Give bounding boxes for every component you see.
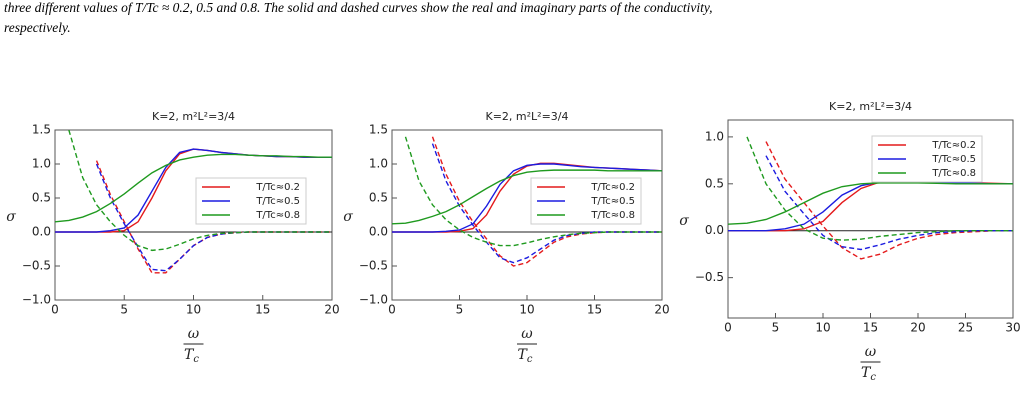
real-curve xyxy=(392,169,662,225)
y-tick-label: −1.0 xyxy=(22,293,51,307)
legend-label: T/Tc≈0.5 xyxy=(931,154,976,165)
x-label-subscript: c xyxy=(870,372,876,383)
x-tick-label: 10 xyxy=(815,321,830,335)
y-tick-label: 1.0 xyxy=(705,129,724,143)
x-axis-label: Tc xyxy=(184,347,199,365)
x-tick-label: 0 xyxy=(724,321,732,335)
x-label-subscript: c xyxy=(527,354,533,365)
x-axis-label: ω xyxy=(521,326,533,342)
x-tick-label: 25 xyxy=(958,321,973,335)
legend-label: T/Tc≈0.8 xyxy=(590,210,635,221)
chart-title: K=2, m²L²=3/4 xyxy=(152,110,235,123)
legend-label: T/Tc≈0.8 xyxy=(931,168,976,179)
real-curve xyxy=(392,163,662,233)
legend: T/Tc≈0.2 T/Tc≈0.5 T/Tc≈0.8 xyxy=(530,177,642,225)
legend-label: T/Tc≈0.2 xyxy=(255,182,300,193)
y-axis-label: σ xyxy=(343,209,353,225)
chart-title: K=2, m²L²=3/4 xyxy=(829,100,912,113)
imag-curve xyxy=(404,136,662,247)
legend: T/Tc≈0.2 T/Tc≈0.5 T/Tc≈0.8 xyxy=(195,177,307,225)
x-label-denominator: T xyxy=(861,365,872,381)
chart: K=2, m²L²=3/4 −1.0 −0.5 0.0 0.5 1.0 1.5 0 5 10 15 2… xyxy=(343,110,669,365)
x-tick-label: 30 xyxy=(1005,321,1020,335)
y-tick-label: −0.5 xyxy=(695,270,724,284)
y-tick-label: −0.5 xyxy=(22,259,51,273)
x-tick-label: 20 xyxy=(910,321,925,335)
legend-label: T/Tc≈0.2 xyxy=(931,140,976,151)
x-label-denominator: T xyxy=(518,347,529,363)
legend-label: T/Tc≈0.8 xyxy=(255,210,300,221)
y-tick-label: 0.0 xyxy=(705,223,724,237)
x-axis-label: Tc xyxy=(861,365,876,383)
y-tick-label: 1.5 xyxy=(369,123,388,137)
caption-line: three different values of T/Tc ≈ 0.2, 0.… xyxy=(4,0,712,15)
x-tick-label: 20 xyxy=(324,303,339,317)
y-tick-label: 1.5 xyxy=(32,123,51,137)
y-tick-label: 1.0 xyxy=(32,157,51,171)
x-tick-label: 0 xyxy=(51,303,59,317)
legend-label: T/Tc≈0.2 xyxy=(590,182,635,193)
y-axis-label: σ xyxy=(679,213,689,229)
legend-label: T/Tc≈0.5 xyxy=(255,196,300,207)
y-tick-label: 0.5 xyxy=(705,176,724,190)
x-label-denominator: T xyxy=(184,347,195,363)
x-tick-label: 5 xyxy=(772,321,780,335)
chart: K=2, m²L²=3/4 −0.5 0.0 0.5 1.0 0 5 10 15 20 25 30 σ ω… xyxy=(679,100,1020,383)
x-label-subscript: c xyxy=(193,354,199,365)
y-tick-label: 0.5 xyxy=(369,191,388,205)
x-tick-label: 5 xyxy=(456,303,464,317)
imag-curve xyxy=(765,141,1013,260)
x-tick-label: 10 xyxy=(519,303,534,317)
y-tick-label: −0.5 xyxy=(359,259,388,273)
imag-curve xyxy=(68,130,332,252)
y-axis-label: σ xyxy=(6,209,16,225)
chart: K=2, m²L²=3/4 −1.0 −0.5 0.0 0.5 1.0 1.5 0 5 10 15 2… xyxy=(6,110,339,365)
caption-line: respectively. xyxy=(4,20,71,35)
real-curve xyxy=(55,153,332,223)
x-tick-label: 20 xyxy=(654,303,669,317)
legend-label: T/Tc≈0.5 xyxy=(590,196,635,207)
x-axis-label: ω xyxy=(865,344,877,360)
y-tick-label: 0.0 xyxy=(32,225,51,239)
x-axis-label: Tc xyxy=(518,347,533,365)
y-tick-label: 0.0 xyxy=(369,225,388,239)
chart-title: K=2, m²L²=3/4 xyxy=(485,110,568,123)
x-axis-label: ω xyxy=(188,326,200,342)
real-curve xyxy=(728,182,1013,225)
x-tick-label: 5 xyxy=(120,303,128,317)
y-tick-label: −1.0 xyxy=(359,293,388,307)
x-tick-label: 0 xyxy=(388,303,396,317)
x-tick-label: 15 xyxy=(255,303,270,317)
x-tick-label: 15 xyxy=(587,303,602,317)
y-tick-label: 1.0 xyxy=(369,157,388,171)
imag-curve xyxy=(746,136,1013,241)
real-curve xyxy=(728,179,1013,232)
legend: T/Tc≈0.2 T/Tc≈0.5 T/Tc≈0.8 xyxy=(871,135,983,183)
y-tick-label: 0.5 xyxy=(32,191,51,205)
imag-curve xyxy=(431,143,662,264)
x-tick-label: 15 xyxy=(863,321,878,335)
x-tick-label: 10 xyxy=(186,303,201,317)
